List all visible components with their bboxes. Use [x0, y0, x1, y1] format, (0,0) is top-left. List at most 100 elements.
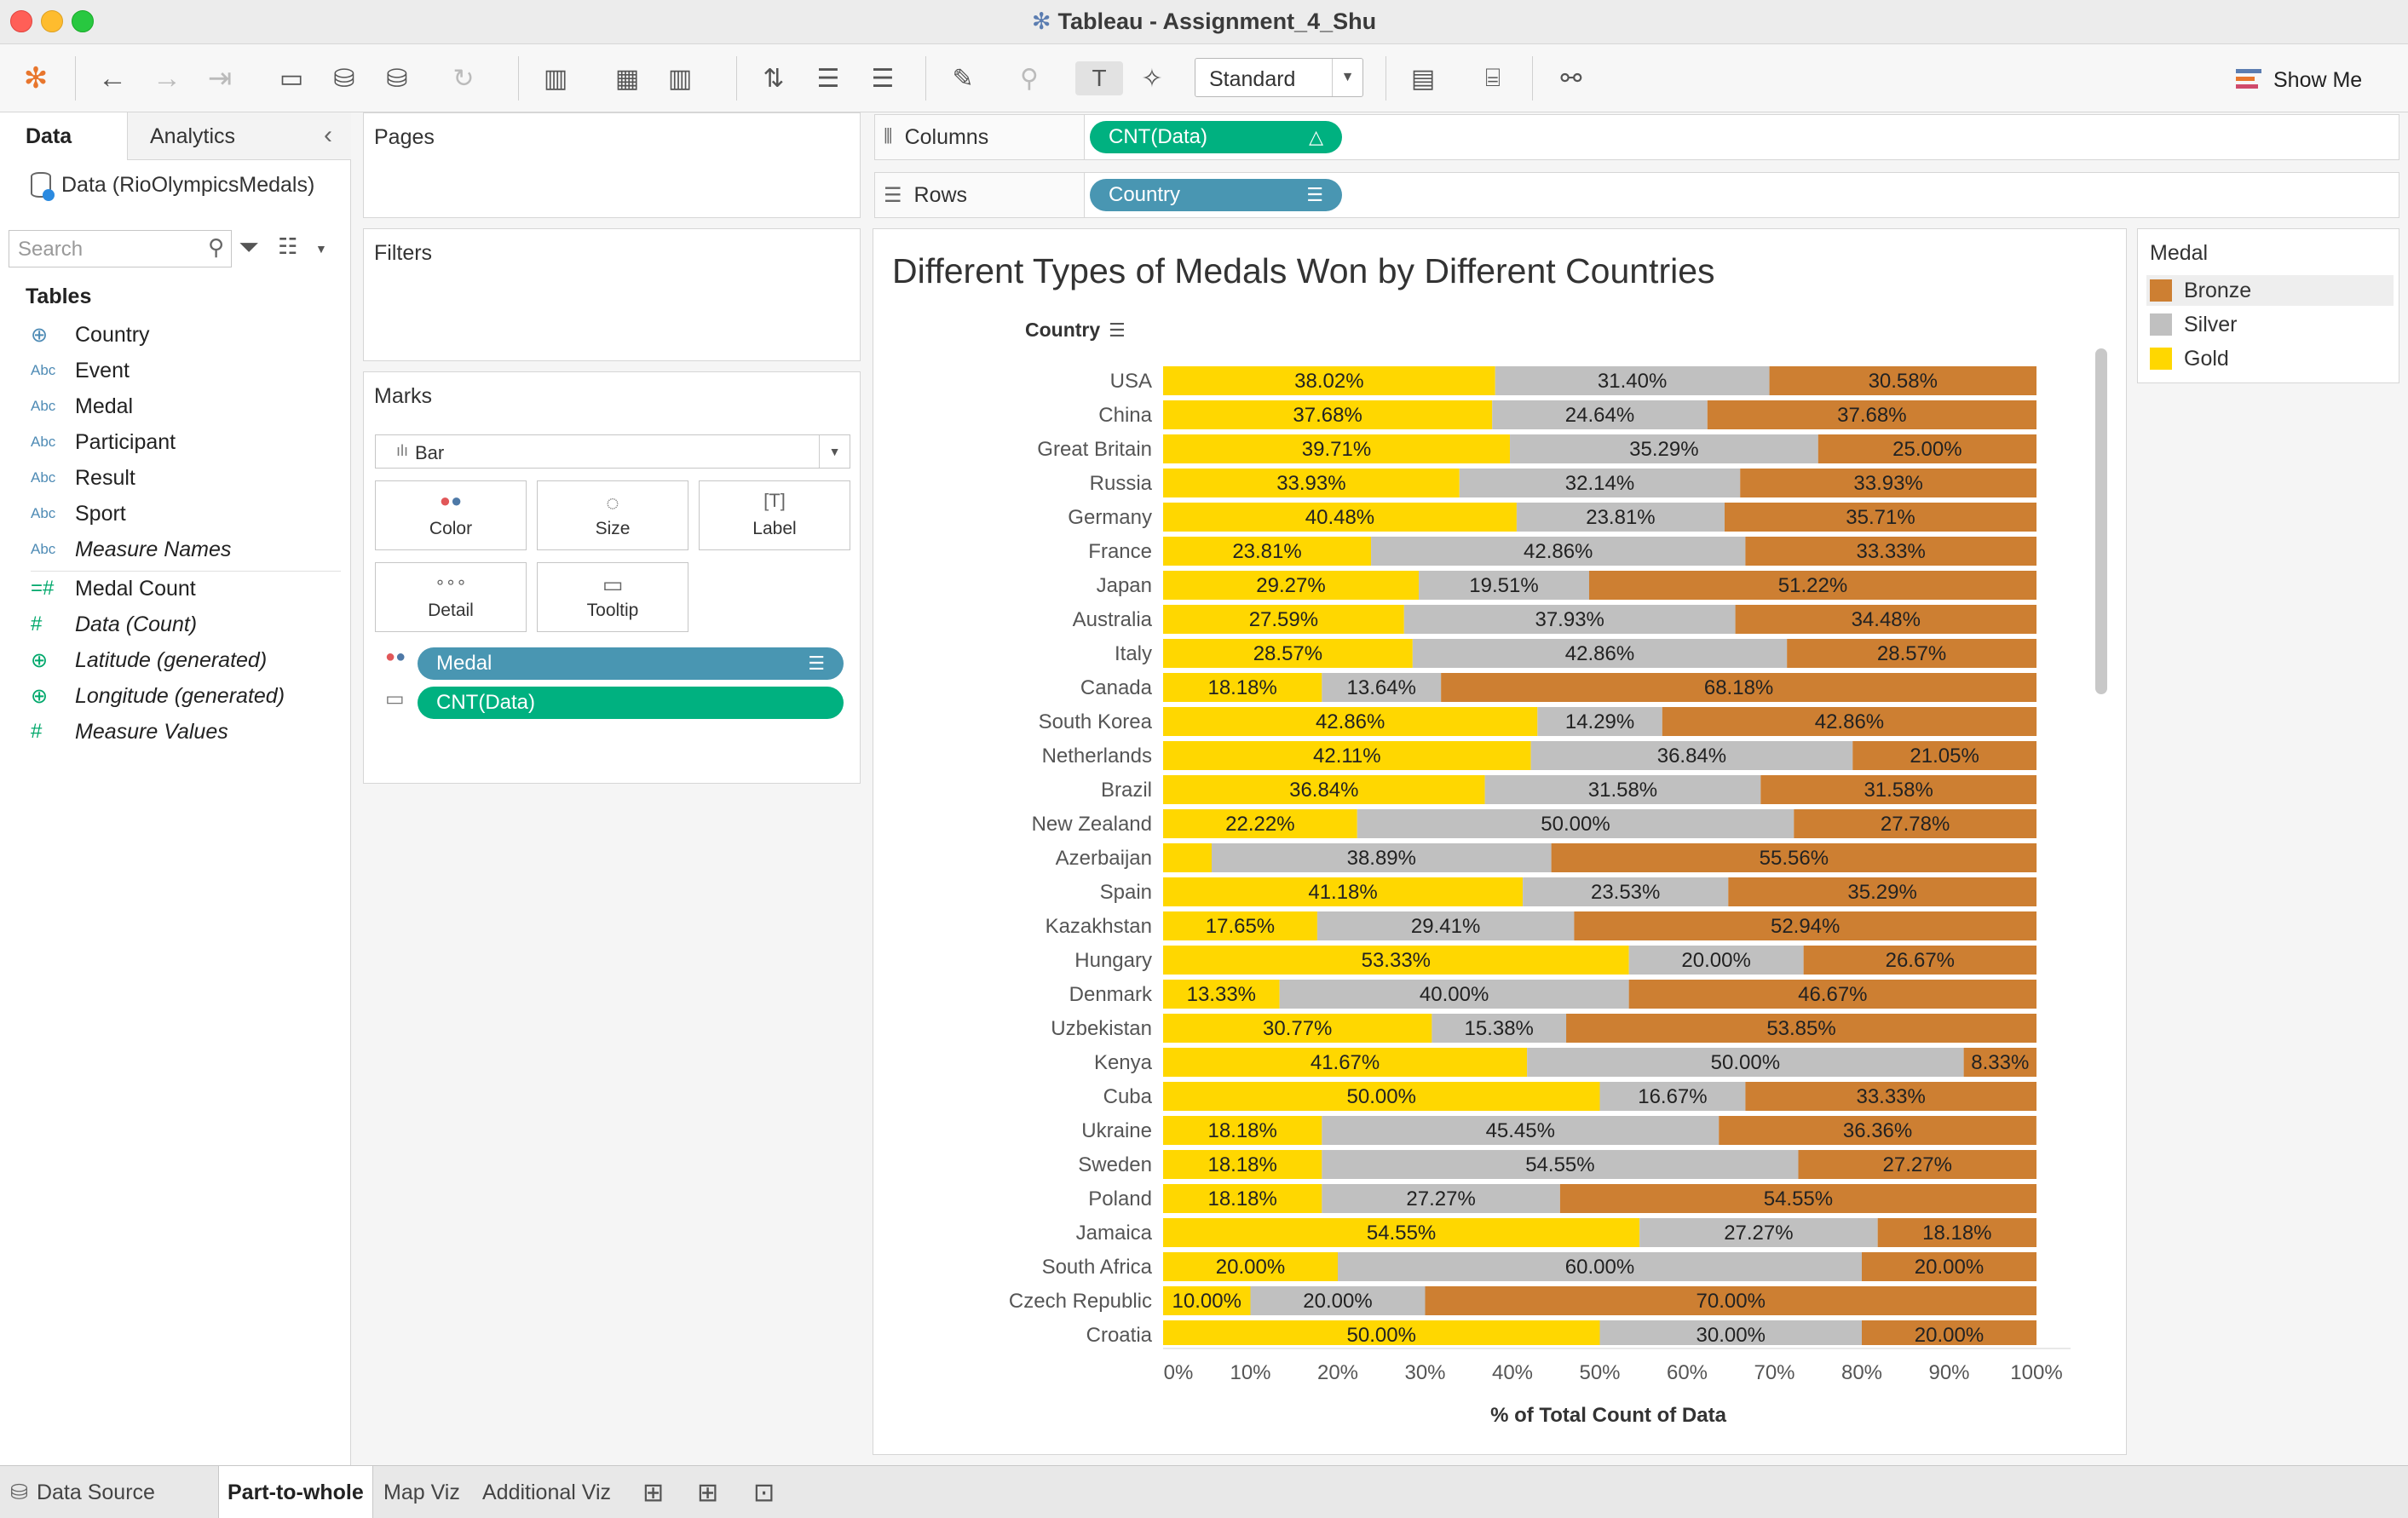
- show-me-button[interactable]: Show Me: [2236, 63, 2362, 97]
- field-latitude[interactable]: ⊕ Latitude (generated): [31, 646, 267, 675]
- pages-card[interactable]: Pages: [363, 112, 861, 218]
- redo-icon[interactable]: →: [153, 61, 181, 95]
- rows-pill-country[interactable]: Country ☰: [1090, 179, 1342, 211]
- bar-segment-gold: [1163, 1320, 1600, 1345]
- group-members-icon[interactable]: ⚲: [1020, 64, 1039, 93]
- window-minimize-button[interactable]: [41, 10, 63, 32]
- country-label: Italy: [1115, 642, 1152, 665]
- marks-pill-medal[interactable]: Medal ☰: [418, 647, 844, 680]
- fix-axes-icon[interactable]: ✧: [1141, 64, 1163, 93]
- tab-data[interactable]: [0, 112, 128, 160]
- columns-pill-cnt-data[interactable]: CNT(Data) △: [1090, 121, 1342, 153]
- bar-segment-bronze: [1862, 1320, 2036, 1345]
- toolbar-separator: [518, 56, 519, 101]
- tab-additional-viz[interactable]: Additional Viz: [474, 1466, 619, 1518]
- size-mark-label: Size: [595, 519, 631, 538]
- bar-segment-gold: [1163, 1184, 1322, 1213]
- sort-ascending-icon[interactable]: ☰: [816, 64, 840, 93]
- bar-segment-silver: [1537, 707, 1662, 736]
- datasource-item[interactable]: Data (RioOlympicsMedals): [31, 172, 314, 201]
- viz-worksheet[interactable]: Different Types of Medals Won by Differe…: [873, 228, 2127, 1455]
- show-mark-labels-icon[interactable]: T: [1075, 61, 1123, 95]
- viz-scrollbar[interactable]: [2095, 348, 2107, 1354]
- bar-segment-gold: [1163, 775, 1485, 804]
- filters-card[interactable]: Filters: [363, 228, 861, 361]
- stacked-bar-chart[interactable]: Country ☰ USA 38.02% 31.40% 30.58% China 37.68%…: [873, 229, 2128, 1456]
- bar-segment-gold: [1163, 639, 1413, 668]
- clear-sheet-icon[interactable]: ▥: [667, 64, 693, 93]
- field-label: Medal: [75, 394, 134, 418]
- color-mark-button[interactable]: ●● Color: [375, 480, 527, 550]
- filter-icon[interactable]: ⏷: [239, 233, 259, 262]
- legend-item-bronze[interactable]: Bronze: [2146, 275, 2394, 306]
- window-close-button[interactable]: [10, 10, 32, 32]
- bar-segment-bronze: [1551, 843, 2037, 872]
- field-data-count[interactable]: # Data (Count): [31, 610, 197, 639]
- tab-analytics[interactable]: [128, 112, 351, 159]
- pages-title: Pages: [374, 125, 435, 149]
- field-label: Sport: [75, 501, 126, 526]
- new-dashboard-icon[interactable]: ⊞: [697, 1479, 719, 1507]
- refresh-icon[interactable]: ↻: [452, 64, 475, 93]
- search-icon[interactable]: ⚲: [207, 234, 224, 260]
- swap-rows-columns-icon[interactable]: ⇅: [763, 64, 785, 93]
- country-label: Hungary: [1074, 949, 1152, 972]
- presentation-mode-icon[interactable]: ⌸: [1485, 64, 1501, 92]
- highlight-icon[interactable]: ✎: [952, 64, 974, 93]
- tableau-home-icon[interactable]: ✻: [23, 62, 49, 95]
- scroll-thumb[interactable]: [2095, 348, 2107, 694]
- tab-data-source[interactable]: ⛁ Data Source: [2, 1466, 164, 1518]
- sort-descending-icon[interactable]: ☰: [871, 64, 895, 93]
- columns-shelf[interactable]: ⦀ Columns CNT(Data) △: [874, 114, 2399, 160]
- new-datasource-icon[interactable]: ⛁: [333, 64, 355, 93]
- marks-pill-cnt-data[interactable]: CNT(Data): [418, 687, 844, 719]
- chevron-down-icon[interactable]: ▼: [315, 242, 327, 256]
- rows-shelf[interactable]: ☰ Rows Country ☰: [874, 172, 2399, 218]
- replay-icon[interactable]: ⇥: [207, 62, 233, 95]
- collapse-pane-icon[interactable]: ‹: [324, 121, 332, 149]
- label-mark-button[interactable]: [T] Label: [699, 480, 850, 550]
- field-country[interactable]: ⊕ Country: [31, 320, 150, 349]
- legend-item-silver[interactable]: Silver: [2146, 309, 2394, 340]
- pause-updates-icon[interactable]: ⛁: [386, 64, 408, 93]
- tooltip-mark-button[interactable]: ▭ Tooltip: [537, 562, 688, 632]
- bar-segment-bronze: [1574, 911, 2036, 940]
- field-measure-values[interactable]: # Measure Values: [31, 717, 228, 746]
- tab-part-to-whole[interactable]: Part-to-whole: [218, 1466, 373, 1518]
- save-icon[interactable]: ▭: [279, 64, 304, 93]
- columns-icon: ⦀: [884, 125, 893, 148]
- legend-item-gold[interactable]: Gold: [2146, 343, 2394, 374]
- tab-map-viz[interactable]: Map Viz: [375, 1466, 469, 1518]
- field-event[interactable]: Abc Event: [31, 356, 130, 385]
- field-participant[interactable]: Abc Participant: [31, 428, 176, 457]
- bar-data-label: 31.58%: [1588, 779, 1657, 802]
- mark-type-select[interactable]: ılı Bar ▼: [375, 434, 850, 469]
- field-result[interactable]: Abc Result: [31, 463, 135, 492]
- search-input[interactable]: [18, 238, 188, 262]
- bar-data-label: 37.68%: [1293, 404, 1362, 427]
- detail-mark-button[interactable]: ∘∘∘ Detail: [375, 562, 527, 632]
- field-measure-names[interactable]: Abc Measure Names: [31, 535, 231, 564]
- fit-select[interactable]: Standard ▼: [1195, 58, 1363, 97]
- bar-data-label: 50.00%: [1711, 1051, 1780, 1074]
- field-medal[interactable]: Abc Medal: [31, 392, 133, 421]
- duplicate-sheet-icon[interactable]: ▦: [614, 64, 640, 93]
- field-sport[interactable]: Abc Sport: [31, 499, 126, 528]
- size-mark-button[interactable]: ◌ Size: [537, 480, 688, 550]
- window-zoom-button[interactable]: [72, 10, 94, 32]
- field-longitude[interactable]: ⊕ Longitude (generated): [31, 681, 285, 710]
- bar-segment-gold: [1163, 911, 1317, 940]
- field-medal-count[interactable]: =# Medal Count: [31, 574, 196, 603]
- bar-data-label: 42.11%: [1313, 745, 1381, 768]
- share-icon[interactable]: ⚯: [1560, 64, 1582, 93]
- new-story-icon[interactable]: ⊡: [753, 1479, 775, 1507]
- show-cards-icon[interactable]: ▤: [1410, 64, 1436, 93]
- view-list-icon[interactable]: ☷: [278, 233, 298, 259]
- abc-icon: Abc: [31, 541, 56, 557]
- country-label: Kenya: [1094, 1051, 1153, 1074]
- undo-icon[interactable]: ←: [98, 61, 127, 95]
- bar-data-label: 13.64%: [1347, 676, 1416, 699]
- new-worksheet-icon[interactable]: ⊞: [642, 1479, 665, 1507]
- new-worksheet-icon[interactable]: ▥: [543, 64, 568, 93]
- bar-data-label: 28.57%: [1253, 642, 1322, 665]
